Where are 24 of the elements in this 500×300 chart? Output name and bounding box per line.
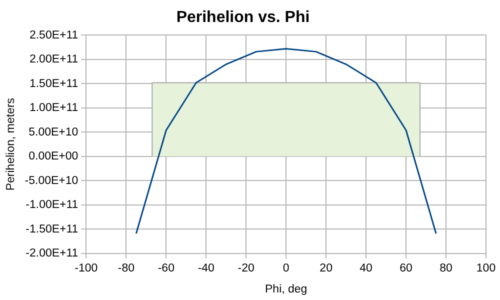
x-axis-title: Phi, deg bbox=[264, 283, 308, 296]
y-tick-label: 1.00E+11 bbox=[29, 102, 78, 114]
x-tick-label: 20 bbox=[320, 262, 332, 274]
y-tick-label: 2.00E+11 bbox=[29, 54, 78, 66]
y-tick-label: 5.00E+10 bbox=[28, 126, 78, 138]
y-tick-label: 0.00E+00 bbox=[28, 150, 78, 163]
x-tick-label: 60 bbox=[400, 262, 412, 274]
x-tick-label: 100 bbox=[476, 262, 496, 274]
y-tick-label: 1.50E+11 bbox=[29, 78, 78, 90]
x-tick-label: -100 bbox=[74, 262, 98, 274]
y-tick-label: -2.00E+11 bbox=[26, 248, 78, 260]
x-tick-label: 0 bbox=[282, 262, 290, 274]
x-tick-label: -80 bbox=[118, 262, 134, 274]
chart-title: Perihelion vs. Phi bbox=[176, 9, 310, 26]
x-tick-label: -60 bbox=[158, 262, 174, 274]
y-tick-label: 2.50E+11 bbox=[29, 29, 78, 42]
y-tick-label: -5.00E+10 bbox=[24, 174, 78, 187]
x-tick-label: 40 bbox=[360, 262, 372, 274]
x-tick-label: -40 bbox=[198, 262, 214, 274]
y-tick-label: -1.50E+11 bbox=[26, 223, 78, 236]
y-tick-label: -1.00E+11 bbox=[26, 199, 78, 212]
y-axis-title: Perihelion, meters bbox=[5, 98, 18, 191]
x-tick-label: -20 bbox=[238, 262, 254, 274]
x-tick-label: 80 bbox=[440, 262, 452, 274]
